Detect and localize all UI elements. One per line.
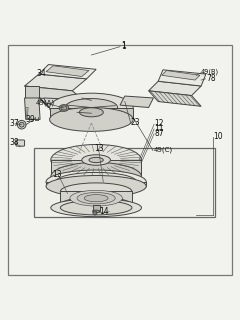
Polygon shape bbox=[158, 70, 206, 86]
Ellipse shape bbox=[89, 157, 103, 163]
FancyBboxPatch shape bbox=[16, 140, 24, 146]
Text: 87: 87 bbox=[155, 129, 164, 138]
Text: 12: 12 bbox=[155, 119, 164, 128]
Text: 49(C): 49(C) bbox=[153, 147, 173, 153]
Polygon shape bbox=[26, 108, 28, 119]
Ellipse shape bbox=[77, 192, 115, 204]
Ellipse shape bbox=[59, 105, 69, 111]
Ellipse shape bbox=[56, 172, 137, 191]
Ellipse shape bbox=[51, 199, 141, 217]
Text: 49(A): 49(A) bbox=[36, 100, 55, 107]
Ellipse shape bbox=[46, 175, 146, 197]
Ellipse shape bbox=[84, 195, 108, 202]
Polygon shape bbox=[24, 86, 39, 98]
Text: 11: 11 bbox=[155, 124, 164, 133]
Ellipse shape bbox=[50, 108, 133, 132]
Polygon shape bbox=[24, 86, 87, 103]
Polygon shape bbox=[46, 66, 89, 76]
Ellipse shape bbox=[79, 108, 103, 117]
Ellipse shape bbox=[51, 145, 141, 175]
Circle shape bbox=[17, 120, 26, 129]
Polygon shape bbox=[120, 96, 153, 108]
Bar bbox=[34, 148, 216, 217]
Text: 13: 13 bbox=[94, 144, 103, 153]
Ellipse shape bbox=[60, 201, 132, 215]
Ellipse shape bbox=[93, 210, 100, 212]
Text: 13: 13 bbox=[52, 170, 62, 179]
Ellipse shape bbox=[82, 155, 110, 165]
Text: 37: 37 bbox=[10, 119, 19, 128]
Text: 1: 1 bbox=[121, 42, 126, 51]
Ellipse shape bbox=[61, 106, 67, 110]
Polygon shape bbox=[39, 65, 96, 79]
Ellipse shape bbox=[60, 197, 132, 214]
Polygon shape bbox=[24, 74, 87, 91]
Polygon shape bbox=[24, 98, 40, 119]
Circle shape bbox=[93, 211, 97, 215]
Polygon shape bbox=[46, 182, 146, 186]
Polygon shape bbox=[162, 70, 200, 80]
Polygon shape bbox=[60, 191, 132, 205]
Polygon shape bbox=[149, 91, 201, 106]
Ellipse shape bbox=[50, 93, 133, 122]
Ellipse shape bbox=[51, 162, 141, 191]
Ellipse shape bbox=[46, 170, 146, 194]
Polygon shape bbox=[51, 160, 141, 177]
Text: 39: 39 bbox=[26, 116, 36, 124]
Polygon shape bbox=[39, 98, 50, 108]
Polygon shape bbox=[50, 108, 133, 119]
Text: 34: 34 bbox=[36, 69, 46, 78]
Ellipse shape bbox=[60, 183, 132, 200]
Polygon shape bbox=[149, 81, 201, 96]
Text: 38: 38 bbox=[10, 138, 19, 147]
Text: 49(B): 49(B) bbox=[201, 68, 219, 75]
Ellipse shape bbox=[65, 99, 118, 116]
Polygon shape bbox=[93, 205, 100, 211]
Text: 78: 78 bbox=[206, 74, 216, 83]
Ellipse shape bbox=[70, 190, 122, 206]
Polygon shape bbox=[44, 98, 125, 112]
Text: 1: 1 bbox=[121, 42, 126, 51]
Text: 10: 10 bbox=[213, 132, 223, 140]
Circle shape bbox=[19, 122, 24, 127]
Text: 14: 14 bbox=[99, 207, 108, 216]
Text: 23: 23 bbox=[131, 118, 140, 127]
